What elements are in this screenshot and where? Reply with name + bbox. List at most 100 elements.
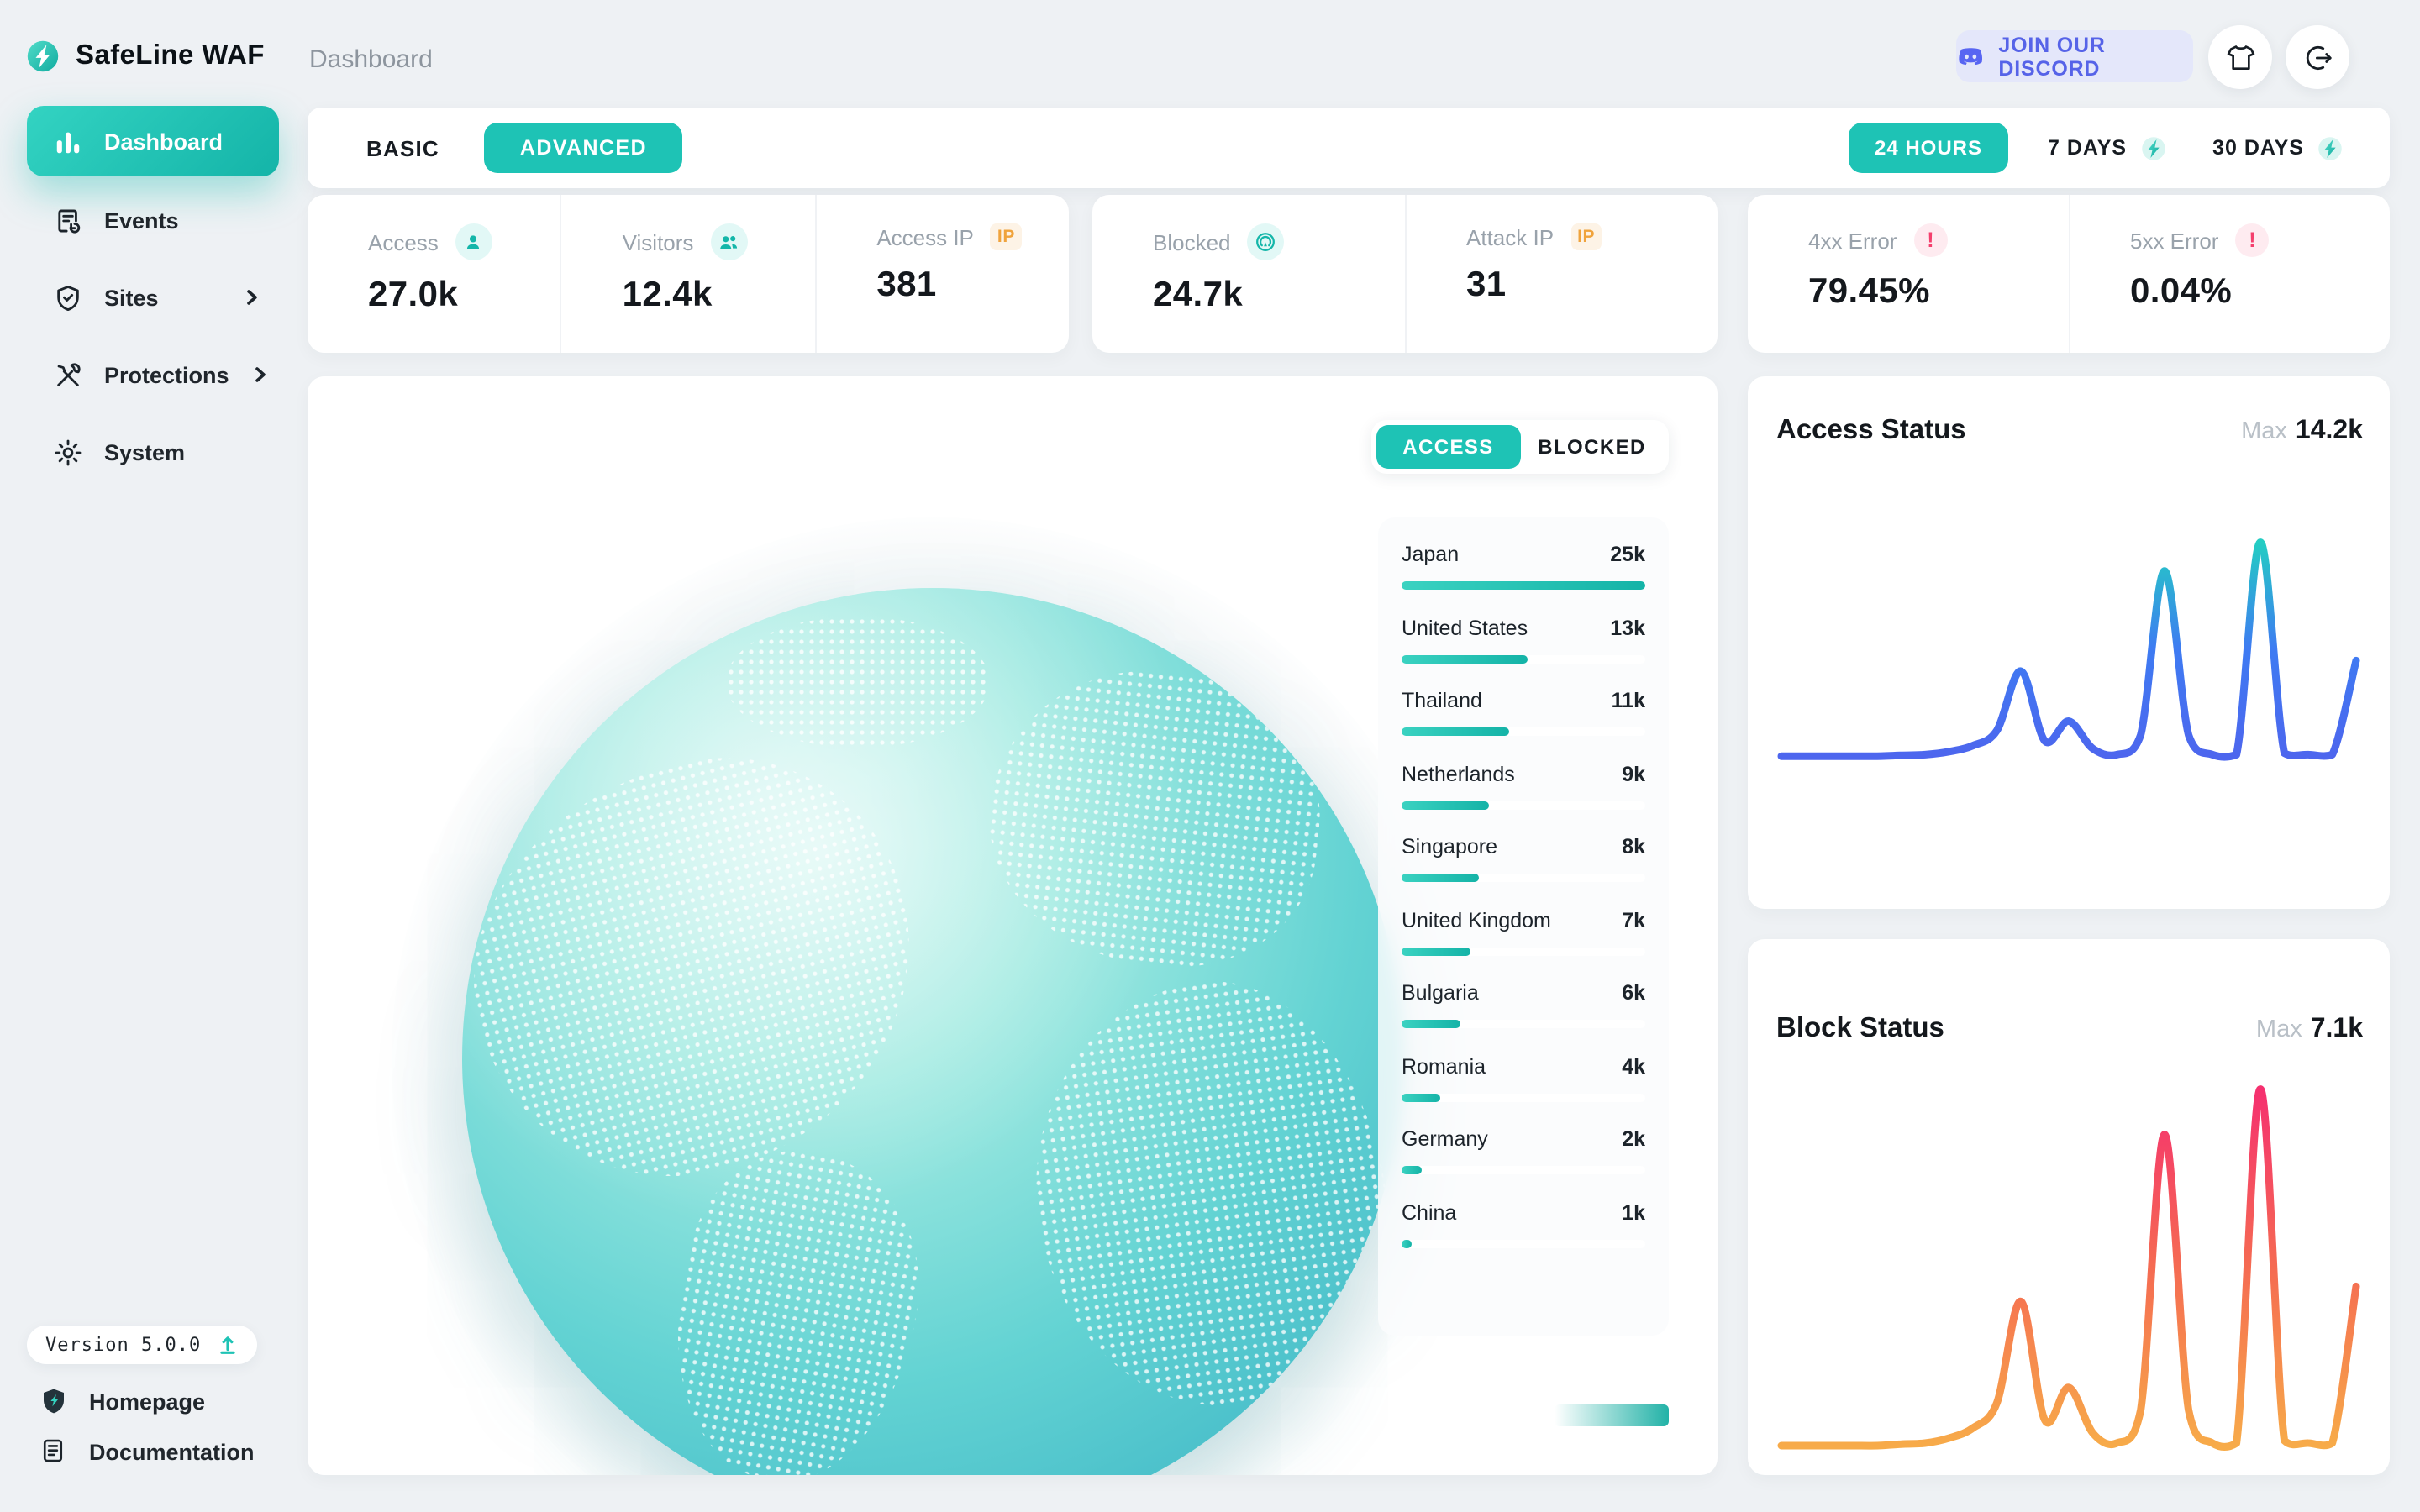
documentation-label: Documentation — [89, 1439, 255, 1464]
country-row: Thailand 11k — [1402, 689, 1645, 736]
stat-visitors: Visitors 12.4k — [560, 195, 815, 353]
tab-30-days[interactable]: 30 DAYS — [2212, 135, 2343, 160]
country-bar-track — [1402, 1166, 1645, 1174]
tab-basic[interactable]: BASIC — [366, 135, 439, 160]
country-name: Thailand — [1402, 689, 1482, 712]
country-bar — [1402, 581, 1645, 590]
stat-value: 24.7k — [1153, 276, 1244, 314]
homepage-label: Homepage — [89, 1389, 206, 1414]
update-icon[interactable] — [216, 1334, 238, 1356]
country-row: Germany 2k — [1402, 1127, 1645, 1174]
tab-blocked[interactable]: BLOCKED — [1538, 435, 1646, 459]
tab-7-days[interactable]: 7 DAYS — [2048, 135, 2165, 160]
discord-label: JOIN OUR DISCORD — [1998, 33, 2106, 80]
country-name: United States — [1402, 616, 1528, 639]
stat-label: 4xx Error — [1808, 228, 1897, 253]
country-row: United Kingdom 7k — [1402, 908, 1645, 955]
stat-value: 79.45% — [1808, 272, 1930, 311]
sidebar-item-sites[interactable]: Sites — [27, 267, 279, 328]
map-color-legend — [1555, 1404, 1669, 1426]
sidebar-item-protections[interactable]: Protections — [27, 344, 279, 405]
sidebar-item-label: Sites — [104, 285, 159, 310]
brand-name: SafeLine WAF — [76, 40, 265, 71]
stat-5xx-error: 5xx Error ! 0.04% — [2068, 195, 2390, 353]
country-row: Netherlands 9k — [1402, 762, 1645, 809]
country-name: Germany — [1402, 1127, 1488, 1151]
country-name: Romania — [1402, 1054, 1486, 1078]
stat-value: 0.04% — [2130, 272, 2233, 311]
stat-value: 381 — [876, 265, 937, 304]
sidebar-item-dashboard[interactable]: Dashboard — [27, 106, 279, 176]
users-icon — [710, 223, 748, 260]
stat-label: 5xx Error — [2130, 228, 2219, 253]
logout-button[interactable] — [2286, 25, 2349, 89]
sidebar-item-label: Events — [104, 207, 179, 233]
country-name: Bulgaria — [1402, 981, 1479, 1005]
tab-advanced[interactable]: ADVANCED — [484, 123, 682, 173]
sidebar-item-label: Protections — [104, 362, 229, 387]
version-badge: Version 5.0.0 — [27, 1326, 257, 1364]
block-stats-card: Blocked 24.7k Attack IP IP 31 — [1092, 195, 1718, 353]
stat-access: Access 27.0k — [308, 195, 560, 353]
tab-access[interactable]: ACCESS — [1376, 425, 1520, 469]
access-status-panel: Access Status Max 14.2k — [1748, 376, 2390, 909]
logout-icon — [2305, 45, 2331, 70]
stat-value: 12.4k — [622, 276, 713, 314]
dashboard-toolbar: BASIC ADVANCED 24 HOURS 7 DAYS 30 DAYS — [308, 108, 2390, 188]
tab-24-hours[interactable]: 24 HOURS — [1849, 123, 2008, 173]
country-bar-track — [1402, 801, 1645, 809]
sidebar-nav: Dashboard Events Sites — [27, 106, 279, 499]
country-bar — [1402, 947, 1470, 955]
country-bar-track — [1402, 947, 1645, 955]
country-value: 9k — [1622, 762, 1645, 785]
chart-max: Max 14.2k — [2241, 417, 2363, 447]
chevron-right-icon — [242, 287, 262, 307]
country-row: United States 13k — [1402, 616, 1645, 663]
bar-chart-icon — [54, 127, 82, 155]
country-value: 1k — [1622, 1200, 1645, 1224]
country-bar-track — [1402, 654, 1645, 663]
country-bar-track — [1402, 1239, 1645, 1247]
tools-icon — [54, 360, 82, 389]
country-bar-track — [1402, 874, 1645, 882]
country-value: 7k — [1622, 908, 1645, 932]
homepage-link[interactable]: Homepage — [40, 1388, 205, 1415]
error-stats-card: 4xx Error ! 79.45% 5xx Error ! 0.04% — [1748, 195, 2390, 353]
pro-bolt-icon — [2140, 135, 2165, 160]
documentation-link[interactable]: Documentation — [40, 1438, 255, 1465]
stat-value: 31 — [1466, 265, 1507, 304]
max-label: Max — [2241, 418, 2287, 445]
globe-highlight — [462, 588, 1403, 1475]
country-row: Romania 4k — [1402, 1054, 1645, 1101]
stat-value: 27.0k — [368, 276, 459, 314]
country-bar — [1402, 654, 1528, 663]
tab-30-days-label: 30 DAYS — [2212, 136, 2304, 160]
ip-badge: IP — [990, 223, 1022, 250]
country-row: Japan 25k — [1402, 543, 1645, 590]
map-mode-toggle: ACCESS BLOCKED — [1371, 420, 1669, 474]
sidebar-item-events[interactable]: Events — [27, 190, 279, 250]
world-traffic-panel: ACCESS BLOCKED Japan 25k United S — [308, 376, 1718, 1475]
chart-title: Block Status — [1776, 1013, 1944, 1043]
sidebar-item-label: System — [104, 439, 186, 465]
country-name: Singapore — [1402, 835, 1497, 858]
max-value: 7.1k — [2310, 1015, 2363, 1043]
globe — [462, 588, 1403, 1475]
stat-label: Visitors — [622, 229, 694, 255]
sidebar-item-system[interactable]: System — [27, 422, 279, 482]
event-log-icon — [54, 206, 82, 234]
country-bar-track — [1402, 1093, 1645, 1101]
country-list: Japan 25k United States 13k — [1378, 517, 1669, 1336]
country-name: China — [1402, 1200, 1457, 1224]
join-discord-button[interactable]: JOIN OUR DISCORD — [1956, 30, 2193, 82]
max-label: Max — [2255, 1016, 2302, 1043]
theme-tshirt-button[interactable] — [2208, 25, 2272, 89]
version-label: Version 5.0.0 — [45, 1334, 202, 1356]
ip-badge: IP — [1570, 223, 1602, 250]
country-value: 6k — [1622, 981, 1645, 1005]
country-row: Bulgaria 6k — [1402, 981, 1645, 1028]
chart-title: Access Status — [1776, 415, 1966, 445]
alert-icon: ! — [1913, 223, 1948, 257]
stat-blocked: Blocked 24.7k — [1092, 195, 1404, 353]
